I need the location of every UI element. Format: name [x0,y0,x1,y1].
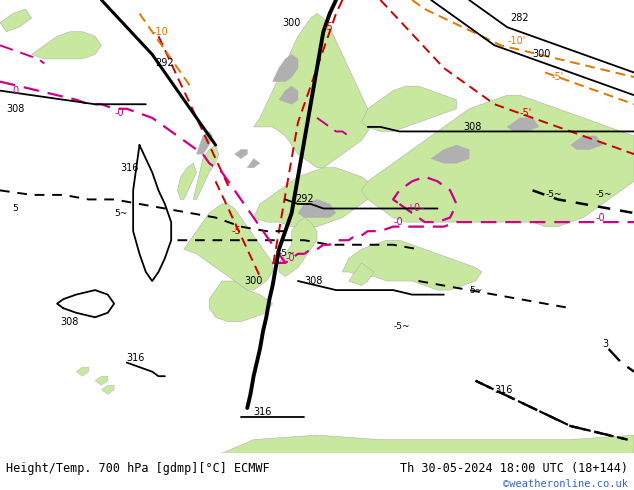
Polygon shape [209,281,273,322]
Text: -5': -5' [520,108,532,118]
Polygon shape [178,163,197,199]
Polygon shape [254,14,374,168]
Text: 300: 300 [282,18,301,27]
Polygon shape [279,218,317,276]
Text: 292: 292 [155,58,174,69]
Polygon shape [95,376,108,385]
Polygon shape [342,240,482,290]
Text: Height/Temp. 700 hPa [gdmp][°C] ECMWF: Height/Temp. 700 hPa [gdmp][°C] ECMWF [6,463,270,475]
Polygon shape [101,385,114,394]
Polygon shape [197,131,212,154]
Polygon shape [0,9,32,32]
Text: 292: 292 [295,195,313,204]
Text: 316: 316 [127,353,145,363]
Text: 308: 308 [60,317,79,327]
Text: -0: -0 [285,253,295,263]
Text: 5~: 5~ [114,209,127,218]
Text: 0: 0 [13,86,19,96]
Text: 3: 3 [602,340,609,349]
Polygon shape [431,145,469,163]
Polygon shape [507,118,539,131]
Text: -0: -0 [393,217,403,227]
Text: -5': -5' [552,72,564,82]
Text: 308: 308 [6,104,25,114]
Text: -5: -5 [323,22,333,32]
Polygon shape [273,54,298,81]
Text: 316: 316 [254,408,272,417]
Text: 308: 308 [304,276,323,286]
Text: -10: -10 [152,27,168,37]
Text: -10': -10' [507,36,526,46]
Polygon shape [184,204,273,290]
Text: -5~: -5~ [596,191,612,199]
Text: -5~: -5~ [545,191,562,199]
Text: 5~: 5~ [469,286,482,294]
Text: Th 30-05-2024 18:00 UTC (18+144): Th 30-05-2024 18:00 UTC (18+144) [399,463,628,475]
Polygon shape [279,86,298,104]
Polygon shape [571,136,602,149]
Text: 300: 300 [533,49,551,59]
Polygon shape [298,199,336,218]
Polygon shape [247,159,260,168]
Text: -5~: -5~ [279,249,295,258]
Text: ©weatheronline.co.uk: ©weatheronline.co.uk [503,479,628,489]
Text: 316: 316 [495,385,513,395]
Polygon shape [193,145,219,199]
Polygon shape [222,435,634,453]
Polygon shape [76,367,89,376]
Polygon shape [32,32,101,59]
Text: -5: -5 [231,226,241,236]
Text: +0-: +0- [406,203,424,214]
Polygon shape [361,86,456,131]
Polygon shape [254,168,374,226]
Text: 5: 5 [13,204,18,213]
Text: -0: -0 [596,213,605,222]
Text: 308: 308 [463,122,481,132]
Text: 316: 316 [120,163,139,172]
Polygon shape [235,149,247,159]
Text: -5~: -5~ [393,322,410,331]
Text: 300: 300 [244,276,262,286]
Text: 282: 282 [510,13,529,23]
Polygon shape [349,263,374,286]
Polygon shape [361,95,634,226]
Text: -0: -0 [114,108,124,118]
